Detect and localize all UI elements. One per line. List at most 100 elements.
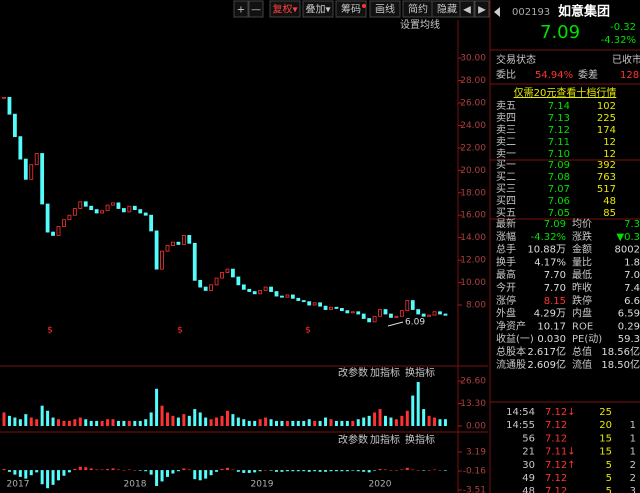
volume-bar (405, 410, 409, 426)
event-mark[interactable]: $ (305, 326, 311, 336)
toolbar-label[interactable]: 简约 (408, 3, 428, 16)
candle (40, 153, 45, 205)
trade-time: 49 (522, 473, 535, 484)
volume-bar (57, 419, 60, 426)
stat-label: 涨跌 (572, 230, 592, 243)
book-price: 7.06 (548, 196, 570, 207)
toolbar-button[interactable] (302, 0, 334, 18)
toolbar-button[interactable] (369, 0, 401, 18)
toolbar-label[interactable]: 画线 (375, 3, 395, 16)
candle (356, 311, 361, 315)
volume-bar (18, 419, 22, 426)
toolbar-label[interactable]: + (237, 5, 245, 16)
stat-label: 涨幅 (496, 230, 516, 243)
low-label: 6.09 (405, 318, 425, 328)
toolbar-label[interactable]: ▶ (478, 5, 486, 16)
macd-bar (51, 470, 55, 485)
macd-bar (127, 469, 131, 471)
macd-bar (236, 470, 240, 472)
toolbar-button[interactable] (474, 0, 490, 18)
volume-bar (307, 419, 311, 426)
macd-bar (209, 470, 213, 476)
volume-bar (242, 419, 246, 426)
book-label: 买一 (496, 159, 516, 171)
toolbar-label[interactable]: 复权▾ (272, 3, 297, 16)
toolbar-label[interactable]: — (251, 5, 261, 16)
volume-bar (133, 420, 137, 426)
macd-bar (133, 470, 137, 471)
volume-bar (334, 420, 338, 426)
indicator-tool[interactable]: 加指标 (370, 433, 400, 446)
trade-price: 7.12↑ (545, 460, 576, 471)
candle (187, 235, 192, 244)
y-tick-label: 22.00 (460, 143, 486, 153)
candle (274, 291, 279, 297)
toolbar-label[interactable]: ◀ (463, 5, 471, 16)
indicator-tool[interactable]: 改参数 (338, 433, 368, 446)
book-label: 卖五 (496, 100, 516, 112)
candle (372, 315, 377, 323)
indicator-tool[interactable]: 改参数 (338, 366, 368, 379)
candle (149, 214, 154, 232)
volume-bar (187, 415, 191, 426)
stat-label: 流值 (572, 358, 592, 371)
book-price: 7.13 (548, 113, 570, 124)
candle (345, 310, 350, 314)
stat-value: 10.17 (537, 321, 566, 332)
trade-volume: 5 (606, 460, 612, 471)
candle (312, 302, 317, 306)
macd-bar (422, 470, 426, 471)
toolbar-label[interactable]: 叠加▾ (305, 4, 330, 16)
macd-bar (280, 470, 284, 472)
stat-label: 均价 (572, 218, 592, 230)
candle (94, 209, 99, 214)
macd-bar (73, 468, 77, 471)
macd-bar (84, 467, 88, 471)
candle (181, 235, 186, 245)
y-tick-label: 13.30 (460, 399, 486, 409)
toolbar-label[interactable]: 隐藏 (437, 4, 457, 16)
stat-value: 0.030 (537, 334, 566, 345)
ma-setting[interactable]: 设置均线 (400, 18, 440, 31)
stat-value: 4.17% (534, 257, 566, 268)
toolbar-button[interactable] (248, 0, 264, 18)
indicator-tool[interactable]: 换指标 (405, 366, 435, 379)
event-mark[interactable]: $ (177, 326, 183, 336)
back-icon[interactable] (494, 7, 500, 17)
book-label: 买三 (496, 183, 516, 195)
toolbar-button[interactable] (335, 0, 367, 18)
volume-bar (29, 417, 33, 426)
y-tick-label: 16.00 (460, 211, 486, 221)
indicator-tool[interactable]: 加指标 (370, 366, 400, 379)
volume-bar (51, 417, 55, 426)
toolbar-label[interactable]: 筹码 (341, 3, 361, 16)
trade-count: 3 (630, 486, 636, 493)
macd-bar (411, 469, 415, 471)
candle (67, 214, 72, 221)
book-volume: 85 (603, 208, 616, 219)
stat-label: 量比 (572, 256, 592, 268)
book-price: 7.05 (548, 208, 570, 219)
event-mark[interactable]: $ (47, 326, 53, 336)
toolbar-button[interactable] (269, 0, 301, 18)
volume-bar (324, 417, 328, 426)
promo-link[interactable]: 仅需20元查看十档行情 (514, 86, 617, 99)
candle (427, 314, 432, 317)
trade-time: 56 (522, 433, 535, 444)
volume-bar (427, 415, 431, 426)
toolbar-button[interactable] (459, 0, 475, 18)
candle (318, 302, 323, 307)
stat-label: 总手 (496, 243, 516, 256)
stat-value: 0.29 (618, 321, 640, 332)
indicator-tool[interactable]: 换指标 (405, 433, 435, 446)
candle (296, 297, 301, 301)
toolbar-button[interactable] (233, 0, 249, 18)
candle (432, 311, 437, 316)
y-tick-label: 8.00 (466, 301, 486, 311)
macd-bar (400, 469, 404, 471)
trade-price: 7.12 (545, 486, 567, 493)
volume-bar (171, 415, 175, 426)
stat-label: 最新 (496, 217, 516, 230)
book-price: 7.10 (548, 149, 570, 160)
macd-bar (187, 469, 191, 471)
